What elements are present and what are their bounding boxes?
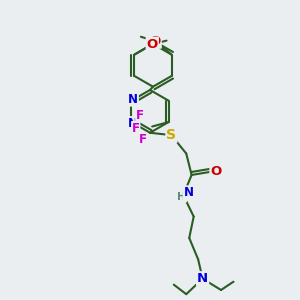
- Text: H: H: [177, 192, 186, 202]
- Text: N: N: [197, 272, 208, 285]
- Text: O: O: [149, 35, 161, 48]
- Text: N: N: [128, 117, 138, 130]
- Text: O: O: [147, 38, 158, 51]
- Text: F: F: [136, 109, 144, 122]
- Text: S: S: [167, 128, 176, 142]
- Text: F: F: [139, 134, 147, 146]
- Text: N: N: [128, 93, 138, 106]
- Text: N: N: [184, 186, 194, 199]
- Text: O: O: [210, 165, 222, 178]
- Text: F: F: [132, 122, 140, 134]
